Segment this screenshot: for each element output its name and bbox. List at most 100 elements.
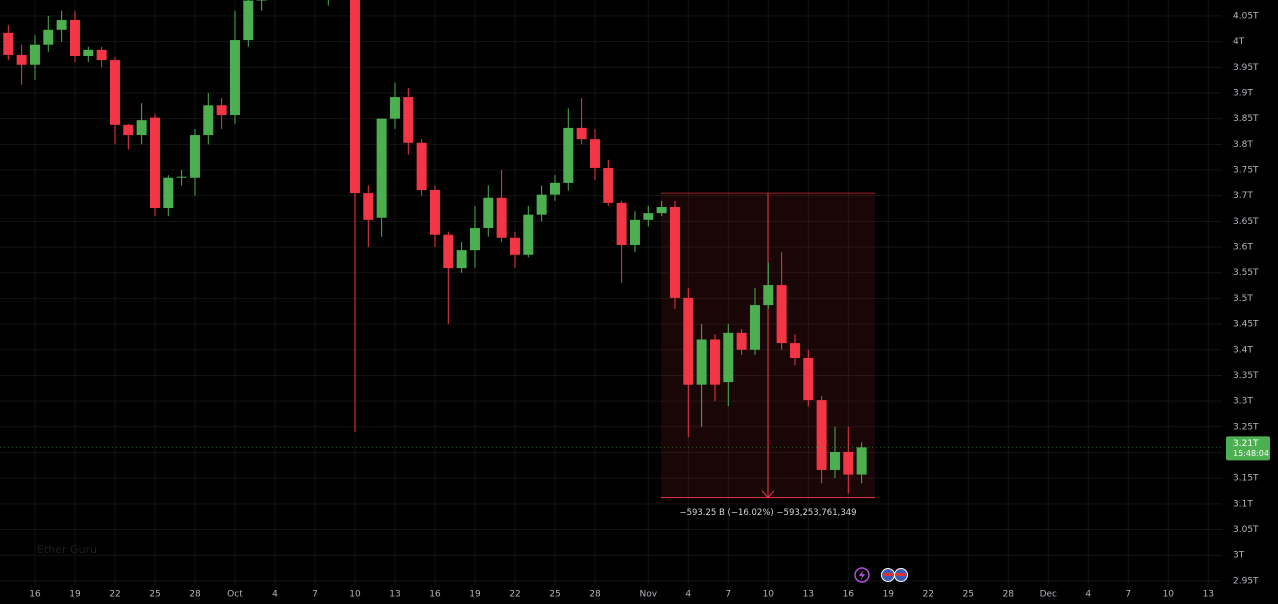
y-tick-label: 3.25T: [1233, 422, 1259, 432]
candle-body: [96, 49, 107, 61]
x-tick-label: Oct: [227, 590, 243, 600]
candle-body: [576, 127, 587, 140]
y-tick-label: 3.15T: [1233, 474, 1259, 484]
candle-body: [403, 97, 414, 143]
candle-body: [589, 139, 600, 168]
x-tick-label: 22: [109, 590, 120, 600]
y-tick-label: 3.95T: [1233, 63, 1259, 73]
candle-body: [469, 228, 480, 251]
y-tick-label: 3.85T: [1233, 114, 1259, 124]
candle-body: [83, 49, 94, 56]
x-tick-label: 25: [149, 590, 160, 600]
y-tick-label: 3.1T: [1233, 499, 1253, 509]
candle-body: [843, 451, 854, 475]
measure-label: −593.25 B (−16.02%) −593,253,761,349: [679, 508, 856, 518]
y-tick-label: 3.5T: [1233, 294, 1253, 304]
candle-body: [856, 447, 867, 475]
candle-body: [243, 0, 254, 41]
lightning-icon[interactable]: [854, 567, 870, 583]
y-tick-label: 3.4T: [1233, 345, 1253, 355]
candle-body: [749, 305, 760, 350]
y-tick-label: 4.05T: [1233, 11, 1259, 21]
candles: [3, 0, 867, 494]
x-tick-label: 10: [763, 590, 775, 600]
x-tick-label: 13: [803, 590, 814, 600]
x-tick-label: 13: [1203, 590, 1214, 600]
y-tick-label: 3.7T: [1233, 191, 1253, 201]
candle-body: [69, 20, 80, 56]
y-tick-label: 3.45T: [1233, 320, 1259, 330]
candle-body: [643, 213, 654, 220]
y-tick-label: 2.95T: [1233, 576, 1259, 586]
candle-body: [163, 177, 174, 209]
candle-body: [443, 234, 454, 269]
candle-body: [709, 339, 720, 385]
candle-body: [109, 60, 120, 125]
candle-body: [389, 97, 400, 119]
candle-body: [736, 332, 747, 350]
candle-body: [789, 343, 800, 358]
x-tick-label: 7: [312, 590, 318, 600]
candle-body: [816, 400, 827, 470]
candle-body: [376, 118, 387, 218]
candle-body: [496, 197, 507, 238]
x-tick-label: 28: [1003, 590, 1015, 600]
x-tick-label: 10: [349, 590, 361, 600]
x-tick-label: 10: [1163, 590, 1175, 600]
y-tick-label: 3.3T: [1233, 397, 1253, 407]
countdown-label: 15:48:04: [1233, 449, 1269, 458]
flag-stripe: [896, 573, 906, 576]
x-tick-label: 19: [469, 590, 481, 600]
candle-body: [123, 124, 134, 136]
y-tick-label: 3T: [1233, 551, 1245, 561]
y-tick-label: 3.65T: [1233, 217, 1259, 227]
y-tick-label: 3.9T: [1233, 88, 1253, 98]
candle-body: [669, 206, 680, 298]
x-tick-label: 25: [963, 590, 974, 600]
x-tick-label: 13: [389, 590, 400, 600]
lightning-glyph: [859, 570, 865, 580]
candle-body: [683, 297, 694, 385]
candle-body: [523, 214, 534, 255]
event-icons: [854, 567, 908, 583]
candle-body: [216, 105, 227, 116]
candle-body: [656, 206, 667, 214]
candle-body: [56, 20, 67, 30]
candle-body: [509, 237, 520, 255]
x-tick-label: 25: [549, 590, 560, 600]
x-tick-label: 4: [685, 590, 691, 600]
candle-body: [549, 182, 560, 195]
candle-body: [536, 194, 547, 215]
measure-arrowhead: [761, 490, 775, 499]
x-tick-label: 4: [272, 590, 278, 600]
candle-body: [696, 339, 707, 385]
candle-body: [3, 32, 14, 55]
candle-body: [616, 202, 627, 245]
candle-body: [16, 54, 27, 65]
y-tick-label: 4T: [1233, 37, 1245, 47]
flag-stripe: [883, 573, 893, 576]
x-tick-label: Nov: [640, 590, 658, 600]
candle-body: [456, 250, 467, 269]
x-tick-label: 22: [923, 590, 934, 600]
x-tick-label: 7: [725, 590, 731, 600]
x-tick-label: 7: [1125, 590, 1131, 600]
candle-body: [229, 40, 240, 116]
x-tick-label: 4: [1085, 590, 1091, 600]
candle-body: [563, 127, 574, 183]
candle-body: [763, 285, 774, 306]
x-tick-label: 28: [589, 590, 601, 600]
x-tick-label: 16: [29, 590, 41, 600]
candle-body: [723, 332, 734, 383]
watermark: Ether Guru: [37, 543, 97, 556]
candle-body: [149, 117, 160, 209]
candle-body: [429, 190, 440, 235]
y-tick-label: 3.75T: [1233, 166, 1259, 176]
x-tick-label: 16: [843, 590, 855, 600]
last-price-tag: [1226, 436, 1270, 461]
candle-body: [603, 167, 614, 203]
candle-body: [483, 197, 494, 229]
candle-body: [349, 0, 360, 194]
